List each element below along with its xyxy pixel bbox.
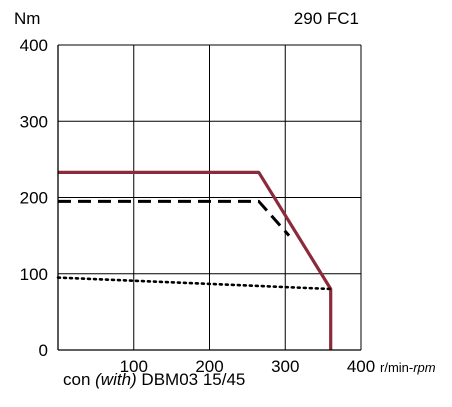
y-tick-label: 100 — [20, 265, 48, 284]
x-tick-label: 100 — [120, 357, 148, 376]
grid — [58, 44, 362, 351]
axes — [57, 45, 361, 351]
x-axis-unit-prefix: r/min- — [380, 360, 413, 375]
y-tick-label: 300 — [20, 112, 48, 131]
x-tick-label: 300 — [271, 357, 299, 376]
x-axis-unit: r/min-rpm — [380, 360, 436, 375]
series-line-solid — [58, 170, 333, 350]
x-tick-label: 200 — [195, 357, 223, 376]
caption-prefix: con — [63, 370, 96, 389]
y-tick-label: 200 — [20, 189, 48, 208]
chart-title: 290 FC1 — [294, 9, 359, 28]
x-tick-label: 400 — [347, 357, 375, 376]
tick-labels: 0 100 200 300 400 100 200 300 400 — [20, 36, 376, 376]
caption-suffix: DBM03 15/45 — [136, 370, 246, 389]
y-tick-label: 400 — [20, 36, 48, 55]
series-lines — [56, 170, 333, 350]
chart-caption: con (with) DBM03 15/45 — [63, 370, 245, 390]
series-line-dotted — [56, 276, 333, 291]
x-axis-unit-rpm: rpm — [413, 360, 436, 375]
series-line-dashed — [58, 199, 291, 237]
y-tick-label: 0 — [39, 341, 48, 360]
caption-with: (with) — [95, 370, 137, 389]
y-axis-unit: Nm — [14, 9, 40, 28]
